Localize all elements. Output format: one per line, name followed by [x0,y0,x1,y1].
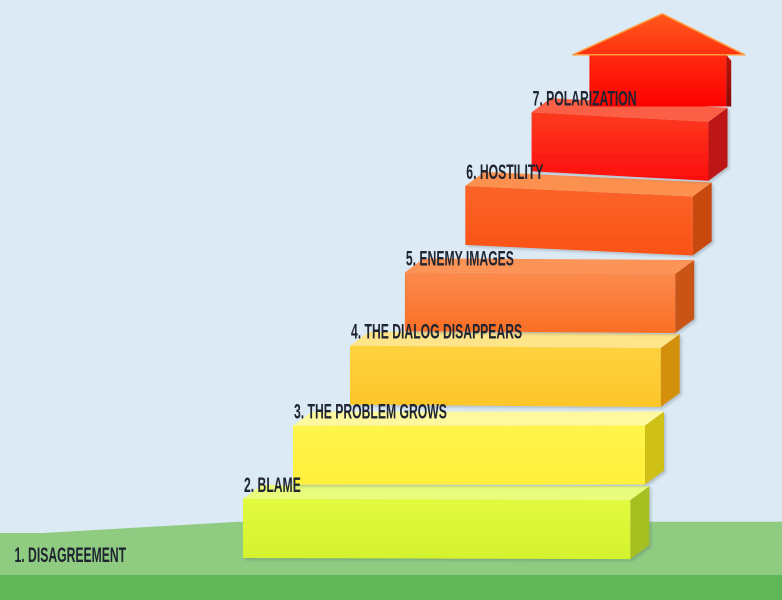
svg-text:5. ENEMY IMAGES: 5. ENEMY IMAGES [406,246,514,270]
svg-text:6. HOSTILITY: 6. HOSTILITY [466,159,543,183]
svg-text:4. THE DIALOG DISAPPEARS: 4. THE DIALOG DISAPPEARS [351,319,522,343]
svg-text:3. THE PROBLEM GROWS: 3. THE PROBLEM GROWS [294,399,447,423]
svg-text:7. POLARIZATION: 7. POLARIZATION [533,86,637,110]
svg-text:2. BLAME: 2. BLAME [244,472,301,496]
svg-text:1. DISAGREEMENT: 1. DISAGREEMENT [15,542,127,566]
